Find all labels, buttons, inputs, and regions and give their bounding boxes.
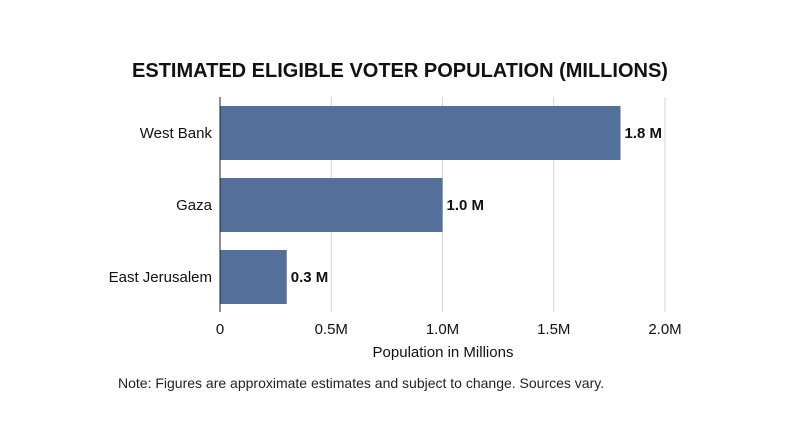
- x-tick-label: 1.0M: [426, 321, 459, 338]
- x-axis-label: Population in Millions: [373, 344, 514, 361]
- category-label: West Bank: [140, 125, 213, 142]
- category-label: Gaza: [176, 197, 213, 214]
- x-tick-labels: 0 0.5M 1.0M 1.5M 2.0M: [216, 321, 682, 338]
- data-label: 0.3 M: [291, 269, 329, 286]
- x-tick-label: 0.5M: [315, 321, 348, 338]
- data-label: 1.8 M: [625, 125, 663, 142]
- x-tick-label: 1.5M: [537, 321, 570, 338]
- x-tick-label: 0: [216, 321, 224, 338]
- category-labels: West Bank Gaza East Jerusalem: [109, 125, 213, 286]
- footnote: Note: Figures are approximate estimates …: [118, 375, 604, 391]
- bar: [220, 178, 443, 232]
- bars: [220, 106, 621, 304]
- bar: [220, 106, 621, 160]
- x-tick-label: 2.0M: [648, 321, 681, 338]
- data-label: 1.0 M: [447, 197, 485, 214]
- chart-title: ESTIMATED ELIGIBLE VOTER POPULATION (MIL…: [132, 60, 668, 82]
- category-label: East Jerusalem: [109, 269, 212, 286]
- bar: [220, 250, 287, 304]
- data-labels: 1.8 M 1.0 M 0.3 M: [291, 125, 662, 286]
